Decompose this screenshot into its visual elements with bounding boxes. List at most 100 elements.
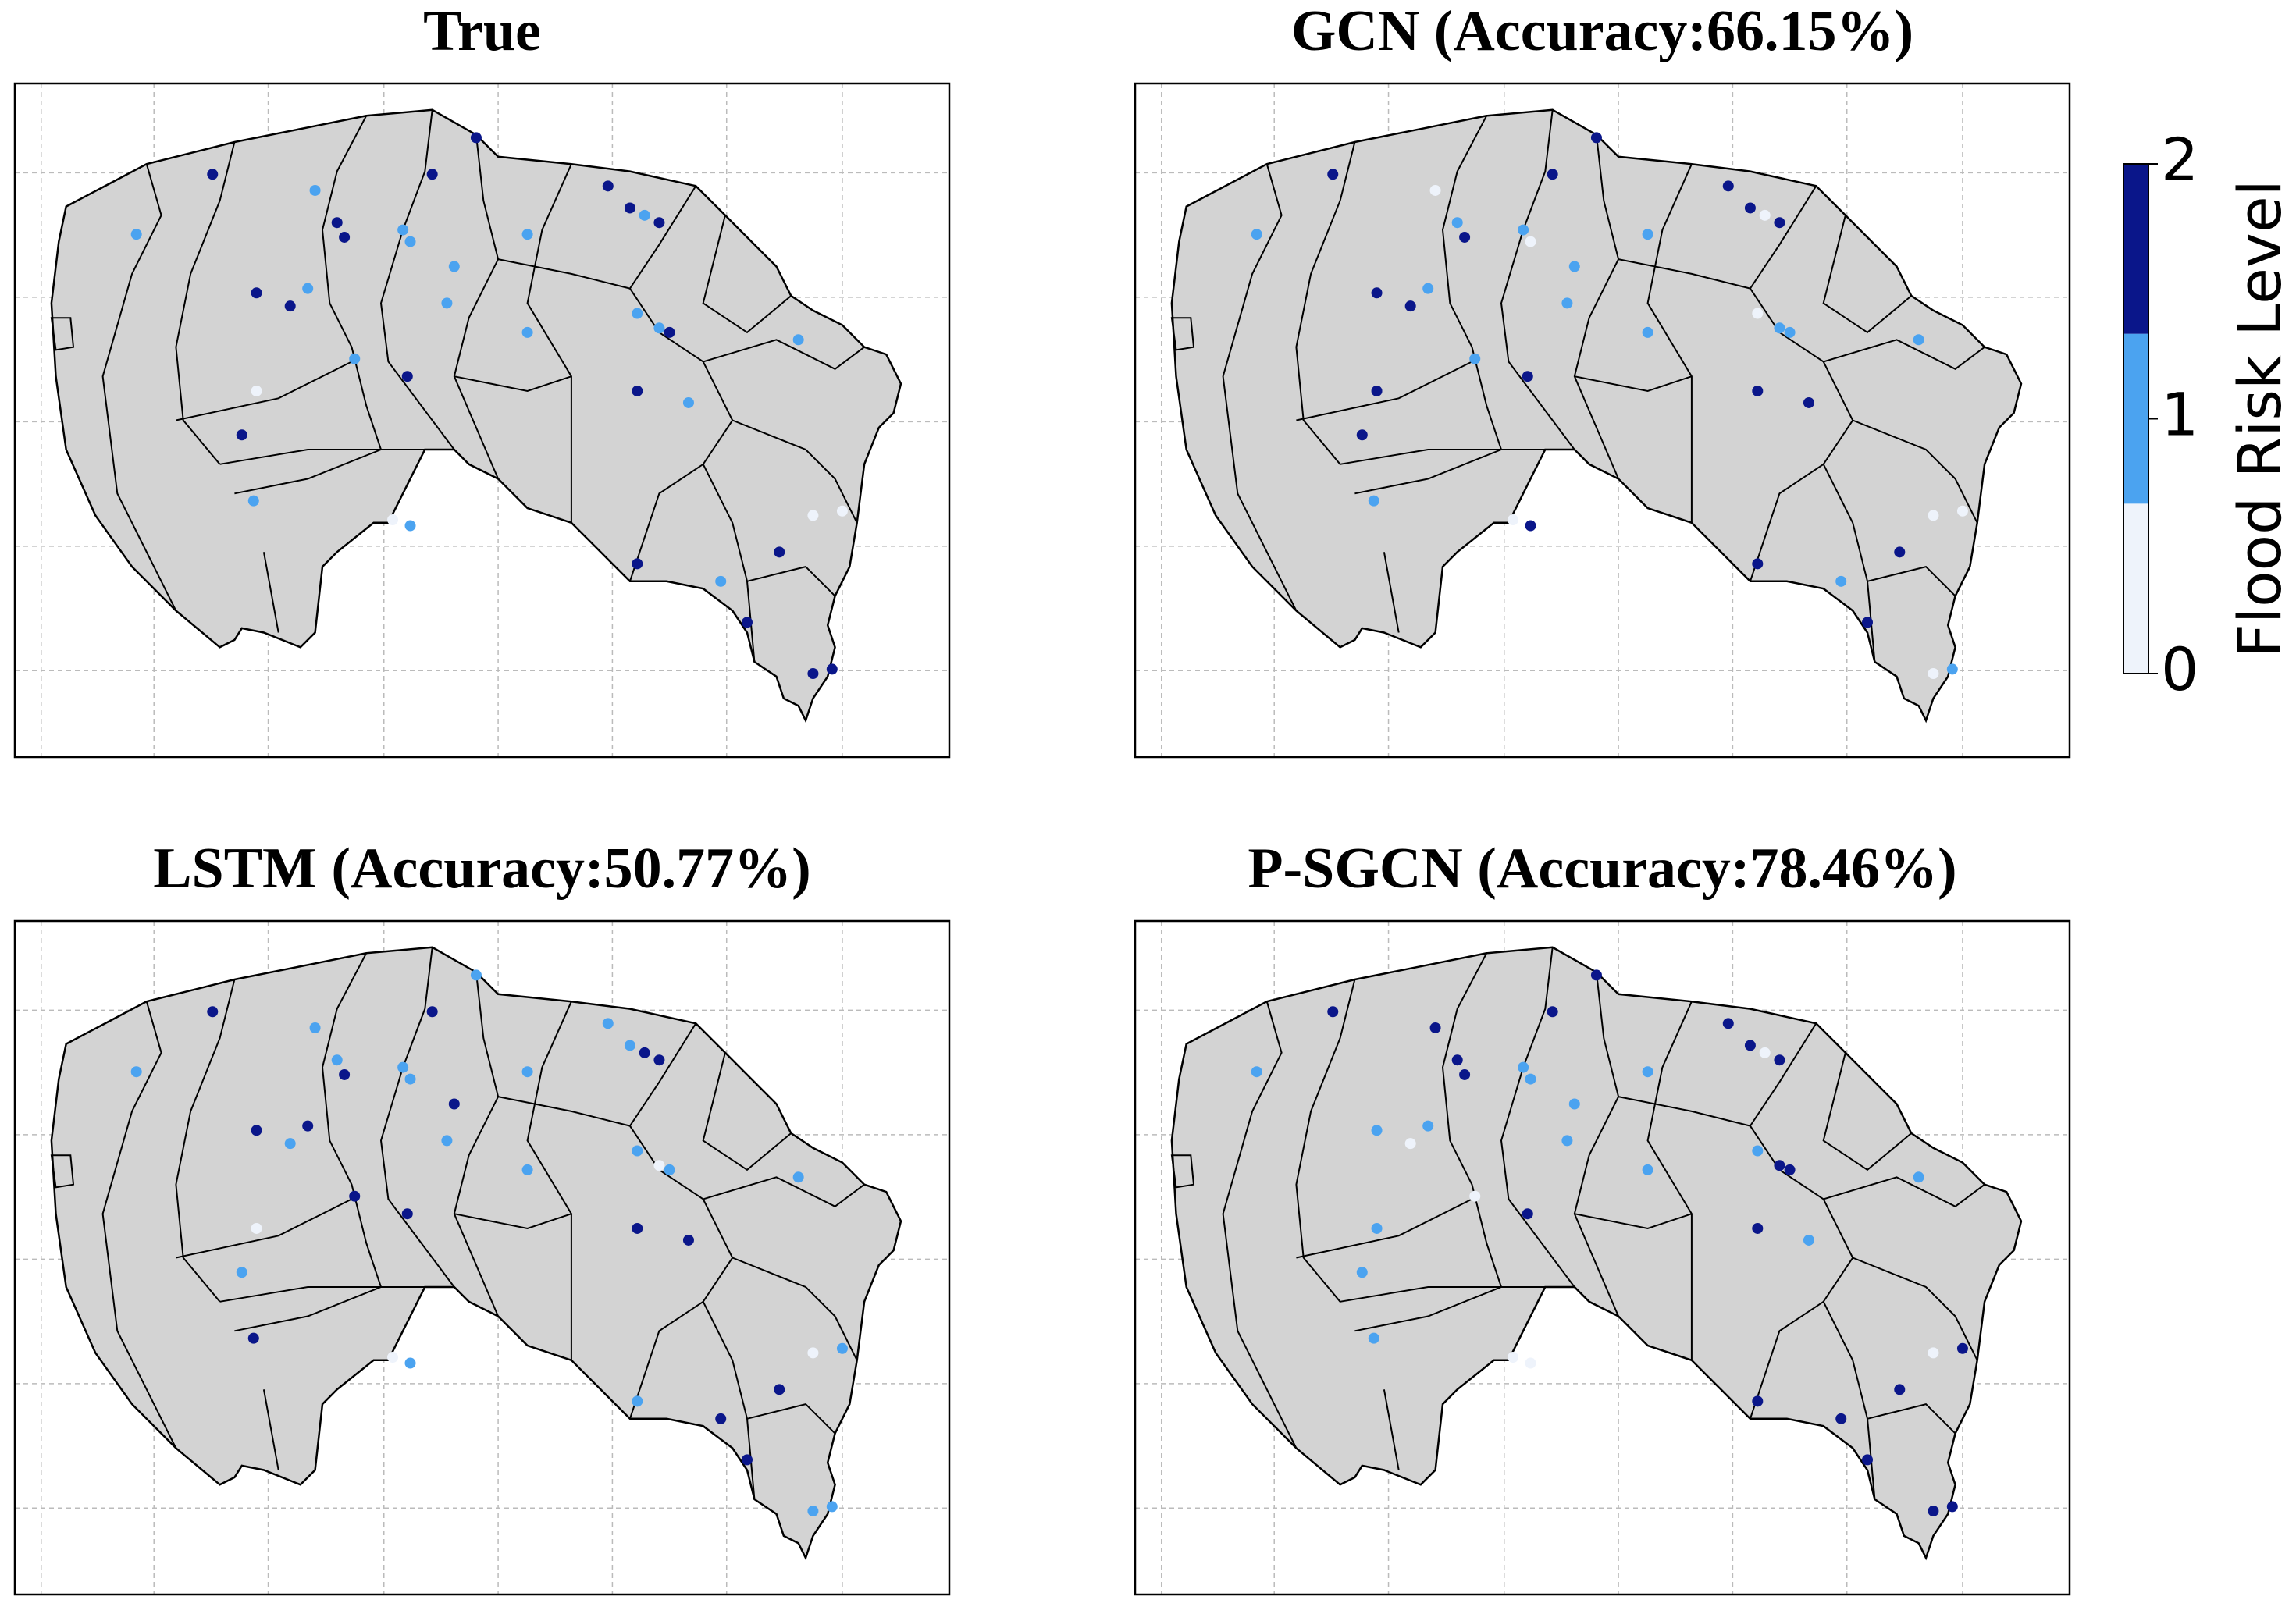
station-point	[448, 1098, 460, 1110]
district-boundary	[732, 1257, 858, 1361]
station-point	[302, 283, 314, 294]
station-point	[774, 546, 785, 558]
station-point	[441, 1135, 453, 1147]
district-boundary	[379, 109, 455, 450]
district-boundary	[1340, 449, 1501, 465]
station-point	[1561, 1135, 1573, 1147]
station-point	[1251, 229, 1262, 240]
panel-title: GCN (Accuracy:66.15%)	[1291, 0, 1913, 63]
district-boundary	[1867, 1403, 1956, 1435]
district-boundary	[497, 1096, 631, 1127]
station-point	[1744, 202, 1756, 214]
district-boundary	[234, 1286, 382, 1332]
station-point	[1774, 217, 1785, 229]
station-point	[1522, 1208, 1533, 1220]
colorbar-segment	[2123, 503, 2148, 674]
station-point	[1642, 1066, 1653, 1078]
station-point	[639, 1047, 650, 1058]
district-boundary	[1573, 972, 1620, 1317]
district-boundary	[1646, 1001, 1693, 1360]
district-boundary	[1823, 339, 1985, 370]
station-point	[1561, 297, 1573, 309]
district-boundary	[1295, 979, 1356, 1303]
station-point	[1327, 1006, 1339, 1018]
station-point	[349, 1190, 361, 1202]
district-boundary	[50, 317, 75, 351]
station-point	[624, 1040, 635, 1051]
map-panel	[13, 82, 951, 759]
station-point	[404, 1073, 416, 1085]
district-boundary	[1618, 1096, 1751, 1127]
station-point	[1928, 668, 1939, 680]
station-point	[664, 1164, 675, 1175]
station-point	[1862, 1454, 1873, 1466]
district-boundary	[1500, 947, 1575, 1288]
station-point	[1469, 353, 1481, 364]
district-boundary	[703, 339, 865, 370]
region-outline	[50, 108, 902, 724]
station-point	[401, 1208, 413, 1220]
station-point	[1752, 1395, 1764, 1407]
district-boundary	[702, 215, 792, 334]
district-boundary	[1500, 109, 1575, 450]
station-point	[521, 229, 533, 240]
district-boundary	[1222, 1001, 1298, 1449]
station-point	[1518, 224, 1529, 236]
panel-frame	[13, 82, 951, 759]
region-outline	[1170, 946, 2023, 1561]
station-point	[836, 505, 848, 517]
district-boundary	[703, 1176, 865, 1207]
station-point	[1422, 1120, 1434, 1132]
station-point	[331, 217, 343, 229]
district-boundary	[176, 361, 352, 421]
station-point	[1590, 969, 1602, 981]
station-point	[792, 1171, 804, 1183]
district-boundary	[50, 1154, 75, 1189]
station-point	[1590, 132, 1602, 144]
station-point	[682, 1234, 694, 1246]
district-boundary	[1646, 163, 1693, 523]
station-point	[1752, 1145, 1764, 1157]
district-boundary	[453, 134, 500, 479]
district-boundary	[1852, 419, 1978, 524]
station-point	[807, 1506, 819, 1517]
station-point	[1459, 1068, 1471, 1080]
station-point	[1642, 326, 1653, 338]
district-boundary	[1354, 449, 1502, 495]
district-boundary	[1340, 1286, 1501, 1303]
colorbar-tick-label: 0	[2161, 635, 2198, 704]
station-point	[1744, 1040, 1756, 1051]
district-boundary	[321, 115, 425, 450]
station-point	[1371, 1222, 1383, 1234]
district-boundary	[497, 258, 631, 290]
station-point	[1913, 1171, 1924, 1183]
panel-title: True	[423, 0, 541, 63]
station-point	[1642, 1164, 1653, 1175]
station-point	[1371, 287, 1383, 299]
station-point	[1404, 1138, 1416, 1150]
station-point	[309, 1022, 321, 1033]
station-point	[1429, 184, 1441, 196]
station-point	[236, 429, 247, 441]
station-point	[1752, 1222, 1764, 1234]
station-point	[404, 520, 416, 532]
district-boundary	[1170, 1154, 1195, 1189]
station-point	[632, 1222, 643, 1234]
station-point	[1368, 1332, 1379, 1344]
station-point	[401, 371, 413, 382]
station-point	[632, 558, 643, 570]
district-boundary	[1222, 163, 1298, 611]
station-point	[624, 202, 635, 214]
station-point	[632, 385, 643, 396]
station-point	[397, 1061, 409, 1073]
station-point	[1469, 1190, 1481, 1202]
station-point	[1752, 308, 1764, 319]
station-point	[470, 132, 482, 144]
district-boundary	[454, 375, 572, 393]
district-boundary	[101, 1001, 177, 1449]
station-point	[1928, 510, 1939, 521]
district-boundary	[732, 419, 858, 524]
station-point	[792, 334, 804, 346]
station-point	[1946, 663, 1958, 675]
station-point	[653, 322, 665, 334]
